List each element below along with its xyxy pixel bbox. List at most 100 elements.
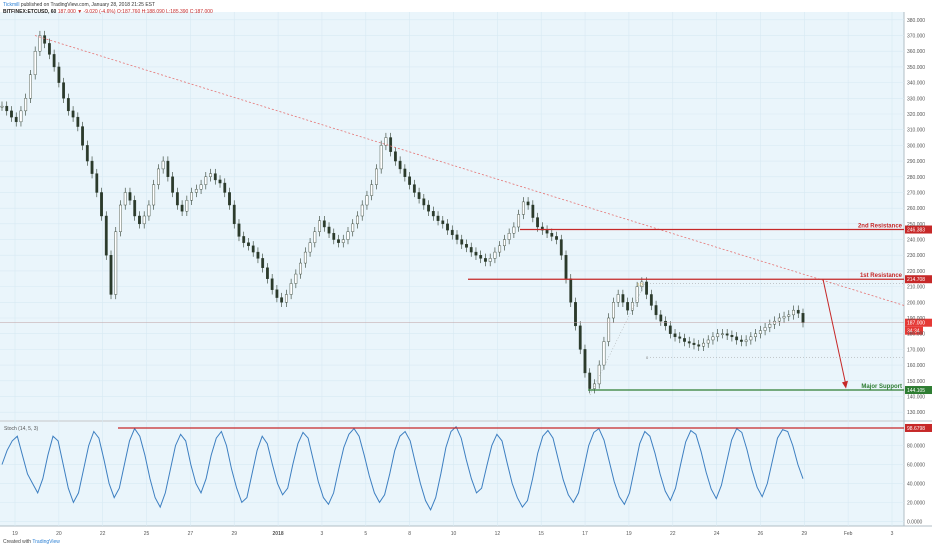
- time-axis-tick: 24: [714, 531, 720, 537]
- price-candle-body: [403, 168, 407, 177]
- stoch-pane-background: [0, 422, 904, 526]
- price-candle-body: [455, 234, 459, 240]
- price-candle-body: [621, 294, 625, 303]
- price-candle-body: [607, 317, 611, 342]
- time-axis-tick: 5: [364, 531, 367, 537]
- level-price-tag-text: 246.383: [907, 228, 925, 234]
- price-candle-body: [668, 325, 672, 334]
- price-candle-body: [758, 330, 762, 334]
- price-candle-body: [209, 173, 212, 177]
- price-candle-body: [299, 262, 302, 275]
- price-candle-body: [109, 255, 113, 295]
- time-axis-tick: 12: [495, 531, 501, 537]
- last-price-tag: [905, 318, 932, 327]
- price-candle-body: [38, 35, 42, 52]
- price-axis-tick: 290.000: [907, 159, 925, 165]
- price-candle-body: [237, 223, 241, 237]
- price-candle-body: [692, 342, 696, 345]
- price-candle-body: [583, 349, 587, 374]
- price-candle-body: [33, 51, 37, 75]
- time-axis-tick: Feb: [844, 531, 853, 537]
- price-candle-body: [545, 229, 549, 234]
- price-candle-body: [261, 258, 265, 268]
- price-candle-body: [114, 231, 118, 295]
- author-link[interactable]: Tickmill: [3, 2, 20, 8]
- price-candle-body: [507, 233, 511, 240]
- publish-line: Tickmill published on TradingView.com, J…: [3, 2, 213, 9]
- time-axis-tick: 22: [670, 531, 676, 537]
- time-axis-tick: 29: [802, 531, 808, 537]
- price-candle-body: [62, 82, 66, 99]
- price-candle-body: [119, 204, 122, 232]
- price-candle-body: [123, 192, 127, 206]
- price-candle-body: [66, 98, 70, 112]
- price-candle-body: [43, 35, 47, 44]
- price-axis-tick: 150.000: [907, 379, 925, 385]
- price-candle-body: [379, 145, 383, 170]
- time-axis-tick: 19: [626, 531, 632, 537]
- price-candle-body: [313, 231, 317, 243]
- price-candle-body: [356, 215, 359, 225]
- price-candle-body: [422, 198, 426, 206]
- price-candle-body: [436, 215, 440, 221]
- price-candle-body: [521, 201, 525, 215]
- stoch-line: [1, 425, 804, 512]
- price-axis-tick: 340.000: [907, 81, 925, 87]
- price-candle-body: [635, 286, 639, 303]
- price-candle-body: [659, 314, 663, 322]
- price-candle-body: [517, 214, 521, 228]
- price-axis-tick: 240.000: [907, 238, 925, 244]
- time-axis-tick: 17: [582, 531, 588, 537]
- price-axis-tick: 250.000: [907, 222, 925, 228]
- level-price-tag: [905, 386, 932, 395]
- level-price-tag-text: 144.105: [907, 388, 925, 394]
- price-candle-body: [687, 341, 691, 344]
- time-axis-tick: 27: [188, 531, 194, 537]
- price-candle-body: [654, 305, 658, 316]
- price-candle-body: [787, 314, 791, 317]
- price-candle-body: [408, 176, 412, 185]
- price-axis-tick: 370.000: [907, 34, 925, 40]
- price-candle-body: [266, 267, 269, 279]
- price-candle-body: [228, 192, 231, 206]
- price-candle-body: [275, 289, 279, 298]
- price-candle-body: [531, 204, 535, 218]
- price-candle-body: [289, 283, 293, 295]
- price-candle-body: [81, 126, 84, 146]
- price-candle-body: [612, 302, 615, 319]
- time-axis-tick: 20: [56, 531, 62, 537]
- price-candle-body: [14, 116, 18, 123]
- price-candle-body: [498, 245, 502, 253]
- price-candle-body: [327, 226, 331, 234]
- price-candle-body: [360, 204, 364, 217]
- price-candle-body: [749, 336, 753, 341]
- time-axis-tick: 26: [758, 531, 764, 537]
- stoch-axis-tick: 40.0000: [907, 481, 925, 487]
- price-candle-body: [441, 220, 445, 225]
- price-axis-tick: 140.000: [907, 394, 925, 400]
- price-candle-body: [142, 215, 146, 225]
- price-candle-body: [147, 204, 151, 217]
- price-axis-tick: 130.000: [907, 410, 925, 416]
- price-candle-body: [157, 168, 160, 185]
- price-candle-body: [152, 184, 156, 206]
- price-axis-tick: 190.000: [907, 316, 925, 322]
- price-candle-body: [270, 278, 274, 290]
- axes-layer: 130.000 140.000 150.000 160.000 170.000 180.0…: [12, 18, 925, 537]
- price-candle-body: [664, 320, 667, 327]
- price-candle-body: [616, 294, 620, 303]
- time-axis-tick: 25: [144, 531, 150, 537]
- price-candle-body: [242, 236, 246, 243]
- tradingview-logo-text[interactable]: TradingView: [32, 539, 60, 545]
- price-candle-body: [645, 281, 648, 295]
- price-candle-body: [711, 336, 715, 341]
- price-candle-body: [389, 137, 393, 152]
- price-axis-tick: 320.000: [907, 112, 925, 118]
- price-candle-body: [484, 258, 487, 262]
- price-candle-body: [488, 258, 492, 262]
- price-candle-body: [739, 339, 743, 342]
- price-candle-body: [190, 192, 193, 201]
- price-candle-body: [412, 184, 416, 193]
- price-candle-body: [166, 160, 170, 177]
- price-candle-body: [199, 184, 203, 190]
